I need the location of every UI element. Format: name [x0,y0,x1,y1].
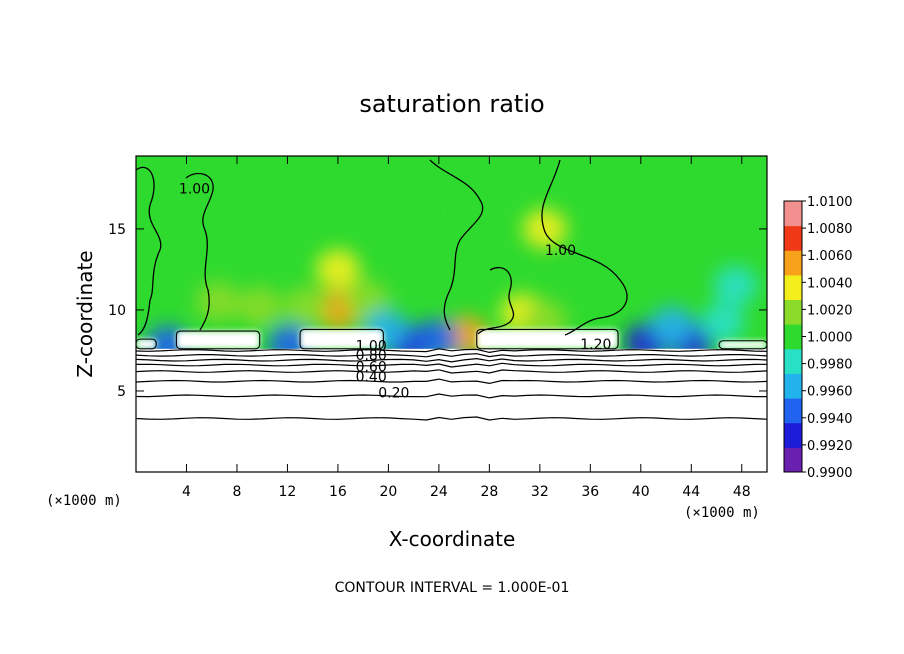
colorbar-tick-label: 0.9980 [807,358,853,373]
contour-line [136,348,767,354]
contour-label: 0.60 [356,360,387,376]
contour-line [136,393,767,399]
x-tick-label: 28 [480,484,498,500]
x-tick-label: 12 [279,484,297,500]
contour-lines [136,328,767,421]
colorbar-swatch [784,274,802,301]
x-axis-unit: (×1000 m) [684,505,760,521]
cloud-outline [175,330,261,350]
contour-line [136,416,767,421]
x-tick-label: 48 [733,484,751,500]
colorbar-tick-label: 1.0000 [807,331,853,346]
x-tick-label: 16 [329,484,347,500]
contour-label: 0.80 [356,348,387,364]
saturation-blob [650,306,695,347]
colorbar-tick-label: 0.9960 [807,385,853,400]
colorbar-swatch [784,250,802,276]
contour-label: 1.20 [580,337,611,353]
colorbar-tick-label: 1.0020 [807,303,853,318]
colorbar-swatch [784,373,802,399]
subsaturated-layer [136,348,767,472]
saturation-blob [227,208,272,249]
saturation-blob [196,281,241,322]
colorbar-tick-label: 0.9920 [807,439,853,454]
contour-line-upper-mid [185,172,214,331]
contour-line-upper-left [136,166,162,336]
colorbar-swatch [784,398,802,424]
colorbar-swatch [784,324,802,350]
cloud-outline [299,328,384,350]
colorbar-tick-label: 1.0040 [807,276,853,291]
colorbar-tick-label: 1.0100 [807,195,853,210]
cloud-layer [719,340,767,349]
cloud-layer [476,329,619,349]
contour-line [136,353,767,358]
contour-line-upper-right-2 [477,266,515,335]
cloud-layer [136,339,157,349]
x-tick-label: 36 [581,484,599,500]
contour-line [136,378,767,385]
x-axis-title: X-coordinate [389,527,516,551]
saturation-blob [344,280,389,321]
saturation-blob [237,286,282,327]
x-tick-label: 20 [379,484,397,500]
contour-label: 0.20 [378,385,409,401]
y-tick-label: 5 [117,384,126,400]
plot-area: 0.200.400.600.801.00 1.201.001.00 [136,156,767,472]
upper-contour-lines [136,159,628,336]
x-tick-label: 44 [682,484,700,500]
x-tick-label: 40 [632,484,650,500]
x-tick-label: 24 [430,484,448,500]
x-axis-ticks: 4 8 12 16 20 24 28 32 36 40 44 48 [182,156,751,500]
y-axis-title: Z-coordinate [73,250,97,377]
plot-frame [135,155,768,473]
chart-title: saturation ratio [359,90,544,118]
cloud-layer [176,331,260,349]
cloud-outline [136,338,157,350]
x-tick-label: 4 [182,484,191,500]
cloud-outline [476,328,619,350]
colorbar-swatch [784,348,802,374]
contour-label: 0.40 [356,369,387,385]
x-tick-label: 8 [232,484,241,500]
saturation-blob [391,192,436,233]
colorbar-swatch [784,447,802,473]
y-tick-label: 10 [108,303,126,319]
colorbar: 0.9900 0.9920 0.9940 0.9960 0.9980 1.0000 1.00… [783,195,853,481]
saturation-blob [522,208,567,249]
x-tick-label: 32 [531,484,549,500]
contour-interval-note: CONTOUR INTERVAL = 1.000E-01 [335,580,570,596]
contour-labels: 0.200.400.600.801.00 1.201.001.00 [179,181,611,401]
contour-line-upper-center [429,159,484,331]
cloud-layer [300,329,384,349]
saturation-blob [713,265,758,306]
contour-line [136,357,767,363]
cloud-layers [136,329,767,349]
contour-label: 1.00 [179,181,210,197]
colorbar-swatch [784,299,802,325]
saturation-blob [700,302,745,343]
saturation-blob [284,286,329,327]
contour-line [136,369,767,374]
colorbar-tick-label: 0.9940 [807,412,853,427]
contour-line-upper-right [541,159,628,336]
y-axis-unit: (×1000 m) [46,493,122,509]
colorbar-swatch [784,422,802,448]
y-axis-ticks: 5 10 15 [108,222,767,400]
contour-label: 1.00 [356,338,387,354]
colorbar-tick-label: 0.9900 [807,466,853,481]
colorbar-swatch [784,201,802,227]
y-tick-label: 15 [108,222,126,238]
colorbar-tick-label: 1.0060 [807,249,853,264]
cloud-outline [718,340,767,350]
contour-line [136,362,767,368]
colorbar-tick-label: 1.0080 [807,222,853,237]
saturation-blob [315,249,360,290]
colorbar-swatch [784,225,802,251]
contour-label: 1.00 [545,243,576,259]
